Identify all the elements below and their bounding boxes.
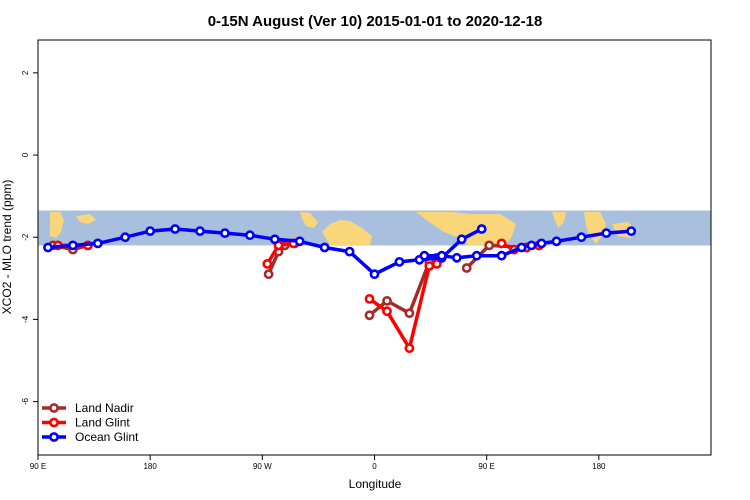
ocean-glint-point (526, 240, 537, 251)
legend-label: Ocean Glint (75, 430, 139, 444)
land-masses (50, 212, 636, 245)
land-glint-line (368, 262, 438, 350)
y-tick-label: -6 (21, 397, 30, 405)
land-mass-southeast-asia (584, 212, 606, 244)
ocean-glint-point (551, 236, 562, 247)
ocean-glint-point (145, 226, 156, 236)
land-glint-point (496, 238, 507, 249)
x-axis: 90 E 180 90 W 0 90 E 180 (30, 454, 711, 471)
plot-frame (37, 39, 712, 456)
y-axis-label: XCO2 - MLO trend (ppm) (0, 180, 14, 315)
land-nadir-point (404, 308, 415, 319)
land-glint-point (431, 258, 442, 269)
y-tick-label: -2 (21, 233, 30, 241)
land-glint-point (424, 261, 435, 271)
land-glint-point (382, 306, 392, 317)
ocean-glint-point (456, 234, 467, 245)
x-tick-label: 90 W (253, 462, 272, 471)
land-mass-png-left (76, 214, 96, 224)
ocean-glint-point (92, 238, 103, 249)
ocean-glint-point (496, 250, 507, 261)
y-tick-label: 2 (21, 70, 30, 75)
legend-swatch-marker (49, 432, 59, 442)
x-tick-label: 180 (143, 462, 157, 471)
ocean-glint-point (576, 232, 587, 243)
ocean-glint-point (476, 224, 487, 234)
y-tick-label: 0 (21, 152, 30, 157)
map-band (38, 210, 711, 246)
ocean-glint-point (269, 234, 280, 245)
ocean-glint-point (120, 232, 131, 243)
ocean-glint-point (369, 269, 380, 280)
ocean-glint-point (451, 252, 462, 263)
land-mass-australia-left (50, 212, 64, 238)
x-tick-label: 180 (592, 462, 606, 471)
ocean-glint-point (536, 238, 547, 249)
ocean-glint-point (43, 242, 53, 253)
ocean-glint-point (419, 250, 430, 261)
legend-item-land-glint: Land Glint (42, 416, 130, 430)
x-tick-label: 90 E (30, 462, 46, 471)
ocean-glint-point (294, 236, 305, 247)
ocean-glint-point (626, 226, 637, 236)
ocean-glint-point (244, 230, 255, 241)
ocean-glint-point (516, 242, 527, 253)
ocean-glint-point (68, 240, 78, 251)
ocean-glint-point (471, 250, 482, 261)
series-group (43, 224, 637, 354)
legend-label: Land Glint (75, 416, 130, 430)
land-mass-central-america (300, 212, 318, 228)
x-tick-label: 0 (372, 462, 377, 471)
land-glint-point (404, 343, 415, 354)
ocean-glint-point (601, 228, 612, 238)
land-mass-india (552, 212, 566, 228)
land-nadir-point (484, 240, 495, 251)
land-nadir-point (461, 263, 472, 273)
x-axis-label: Longitude (349, 477, 402, 491)
y-axis: 2 0 -2 -4 -6 (21, 40, 39, 455)
land-glint-point (364, 293, 375, 304)
land-mass-africa (416, 212, 516, 245)
ocean-glint-point (195, 226, 205, 236)
legend-item-land-nadir: Land Nadir (42, 401, 134, 415)
y-tick-label: -4 (21, 315, 30, 323)
land-nadir-point (382, 295, 392, 306)
ocean-glint-point (344, 246, 355, 257)
legend-swatch-marker (49, 417, 59, 428)
series-ocean-glint (43, 224, 637, 280)
x-tick-label: 90 E (478, 462, 494, 471)
chart-title: 0-15N August (Ver 10) 2015-01-01 to 2020… (208, 13, 543, 30)
legend-label: Land Nadir (75, 401, 134, 415)
legend-swatch-marker (49, 403, 59, 413)
ocean-glint-point (319, 242, 330, 253)
ocean-glint-point (219, 228, 230, 238)
ocean-glint-point (170, 224, 180, 234)
legend-item-ocean-glint: Ocean Glint (42, 430, 139, 444)
series-land-nadir (48, 238, 544, 321)
land-mass-south-america (322, 220, 372, 245)
ocean-glint-point (394, 256, 405, 267)
ocean-glint-point (436, 250, 447, 261)
ocean-band (38, 210, 711, 246)
land-nadir-point (364, 310, 375, 321)
land-glint-point (262, 258, 273, 269)
land-nadir-point (263, 269, 274, 280)
